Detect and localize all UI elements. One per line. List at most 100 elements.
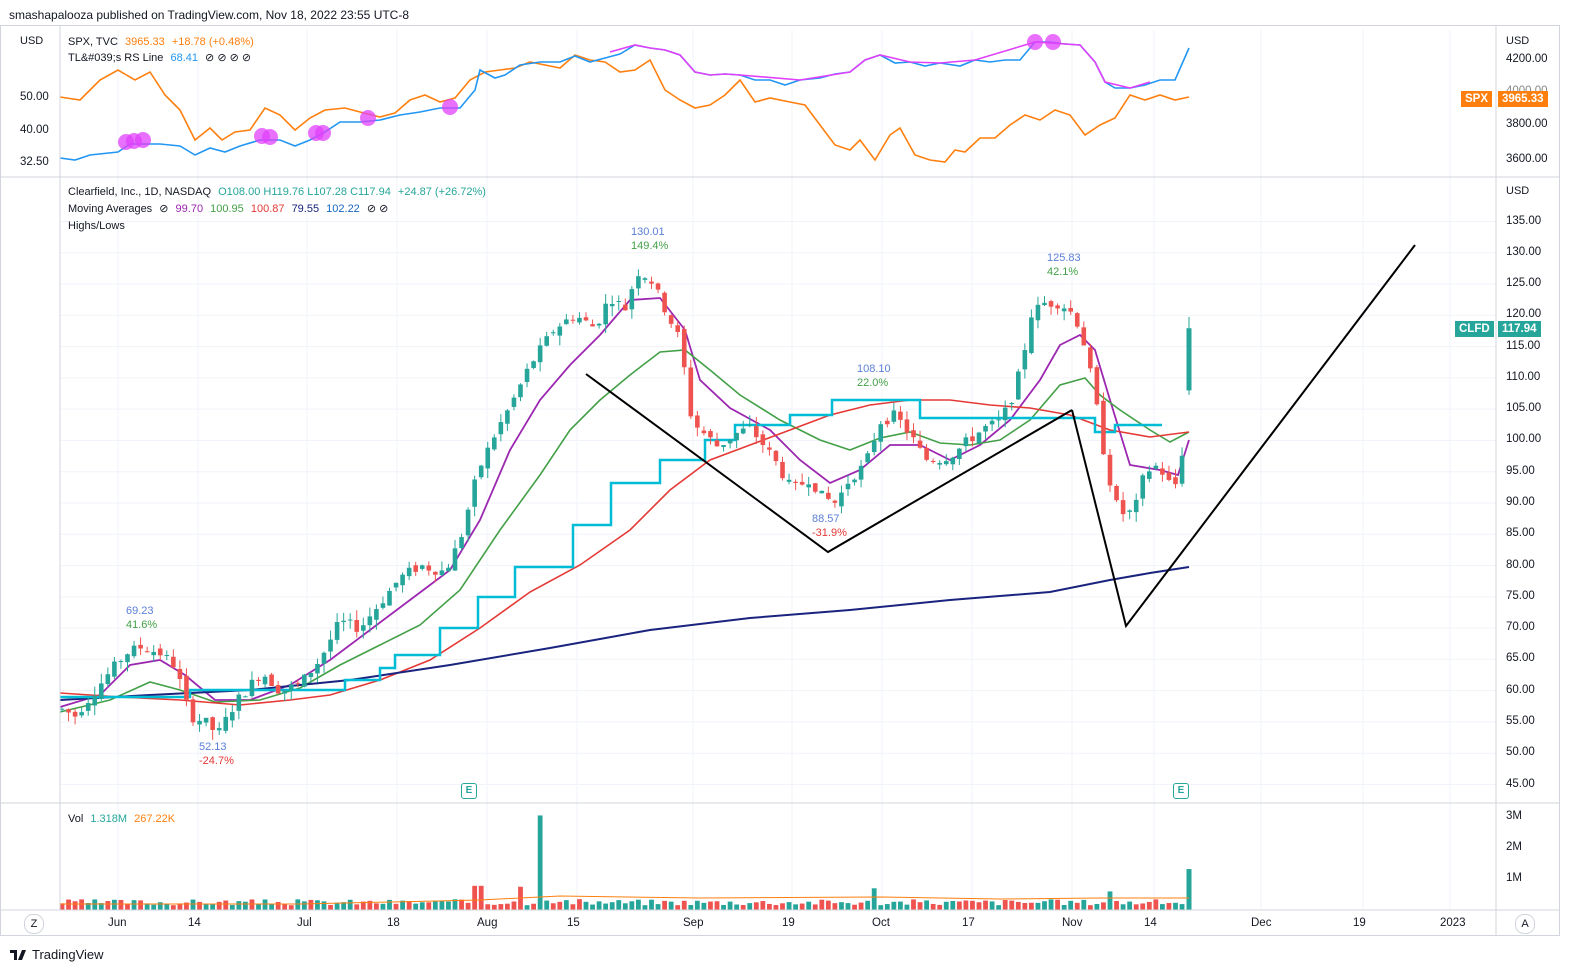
top-pane-lines [59, 34, 1190, 163]
candle-body [701, 430, 707, 434]
volume-bar [1101, 902, 1106, 910]
volume-bar [688, 905, 694, 910]
candle-body [59, 708, 65, 710]
price-tick-label: 85.00 [1506, 527, 1535, 540]
candle-body [1048, 301, 1054, 307]
rs-line-flags: ⊘ ⊘ ⊘ ⊘ [205, 52, 252, 64]
volume-bar [603, 903, 609, 910]
volume-bar [367, 900, 373, 910]
volume-ma-line [60, 895, 1189, 905]
auto-scale-button[interactable]: A [1515, 914, 1535, 934]
volume-bar [511, 901, 517, 910]
volume-bar [347, 899, 353, 910]
price-tick-label: 55.00 [1506, 714, 1535, 727]
price-tick-label: 95.00 [1506, 464, 1535, 477]
volume-bar [865, 900, 871, 910]
time-tick-label: Nov [1062, 917, 1083, 929]
ma-value-2: 100.95 [210, 203, 244, 215]
candle-body [131, 645, 137, 657]
volume-bar [1035, 902, 1041, 910]
volume-bar [681, 900, 687, 910]
candle-body [786, 479, 792, 482]
candle-body [393, 582, 399, 588]
top-left-tick: 40.00 [20, 124, 49, 136]
candle-body [1114, 485, 1119, 501]
candle-body [636, 276, 641, 289]
candle-body [609, 303, 615, 307]
volume-bar [301, 901, 307, 910]
candle-body [171, 656, 176, 668]
volume-bar [1074, 902, 1080, 910]
volume-bar [491, 904, 497, 910]
volume-bar [243, 901, 248, 910]
price-tick-label: 120.00 [1506, 308, 1542, 321]
candle-body [885, 420, 890, 425]
volume-bar [328, 904, 333, 910]
volume-bar [845, 903, 851, 910]
rs-line-name: TL&#039;s RS Line [68, 52, 164, 64]
volume-bar [1068, 900, 1074, 910]
volume-bar [249, 899, 255, 910]
volume-bar [1127, 901, 1133, 910]
volume-bar [1160, 904, 1165, 910]
volume-bar [622, 903, 628, 910]
volume-bar [452, 899, 458, 910]
volume-bar [478, 885, 484, 910]
candle-body [780, 461, 785, 479]
volume-bar [98, 903, 104, 910]
spx-symbol-tag: SPX [1461, 91, 1493, 107]
price-tick-label: 80.00 [1506, 558, 1535, 571]
time-tick-label: 19 [1353, 917, 1366, 929]
volume-bar [577, 899, 582, 910]
candle-body [1029, 317, 1034, 354]
volume-bar [812, 904, 818, 910]
volume-bars [59, 815, 1192, 910]
volume-bar [747, 903, 753, 910]
volume-bar [531, 903, 536, 910]
volume-bar [1055, 899, 1060, 910]
volume-bar [878, 905, 884, 910]
rs-new-high-dot [1027, 34, 1043, 50]
candle-body [236, 694, 242, 711]
rs-line-legend[interactable]: TL&#039;s RS Line 68.41 ⊘ ⊘ ⊘ ⊘ [68, 51, 255, 65]
publisher-caption: smashapalooza published on TradingView.c… [9, 8, 410, 22]
volume-bar [989, 901, 995, 910]
moving-averages-legend[interactable]: Moving Averages ⊘ 99.70 100.95 100.87 79… [68, 202, 392, 216]
earnings-badge[interactable]: E [461, 783, 477, 799]
candle-body [655, 283, 661, 290]
price-tick-label: 130.00 [1506, 245, 1542, 258]
candle-body [190, 699, 196, 723]
rs-line-pink [609, 41, 1151, 89]
highs-lows-legend[interactable]: Highs/Lows [68, 220, 125, 232]
candle-body [465, 509, 471, 536]
candle-body [930, 460, 936, 463]
volume-bar [459, 899, 464, 910]
candle-body [1153, 465, 1159, 469]
earnings-badge[interactable]: E [1173, 783, 1189, 799]
volume-legend[interactable]: Vol 1.318M 267.22K [68, 812, 179, 826]
candle-body [708, 431, 713, 438]
spx-legend[interactable]: SPX, TVC 3965.33 +18.78 (+0.48%) [68, 35, 258, 49]
candle-body [1055, 305, 1060, 309]
top-right-tick: 3600.00 [1506, 153, 1548, 165]
top-right-tick: 3800.00 [1506, 118, 1548, 130]
volume-bar [112, 899, 117, 910]
candle-body [924, 447, 929, 460]
candle-body [243, 696, 248, 698]
spx-line [59, 54, 1190, 163]
timezone-button[interactable]: Z [24, 914, 44, 934]
ma-flags: ⊘ ⊘ [366, 203, 389, 215]
volume-bar [1029, 902, 1034, 910]
symbol-ohlc-legend[interactable]: Clearfield, Inc., 1D, NASDAQ O108.00 H11… [68, 185, 490, 199]
volume-bar [1002, 900, 1008, 910]
candle-body [564, 319, 569, 325]
price-tick-label: 115.00 [1506, 339, 1541, 352]
volume-bar [190, 899, 196, 910]
candle-body [793, 481, 798, 483]
pane-frame [0, 25, 1560, 936]
time-tick-label: Aug [477, 917, 498, 929]
price-tick-label: 60.00 [1506, 683, 1535, 696]
candle-body [118, 661, 124, 663]
candle-body [177, 668, 183, 679]
